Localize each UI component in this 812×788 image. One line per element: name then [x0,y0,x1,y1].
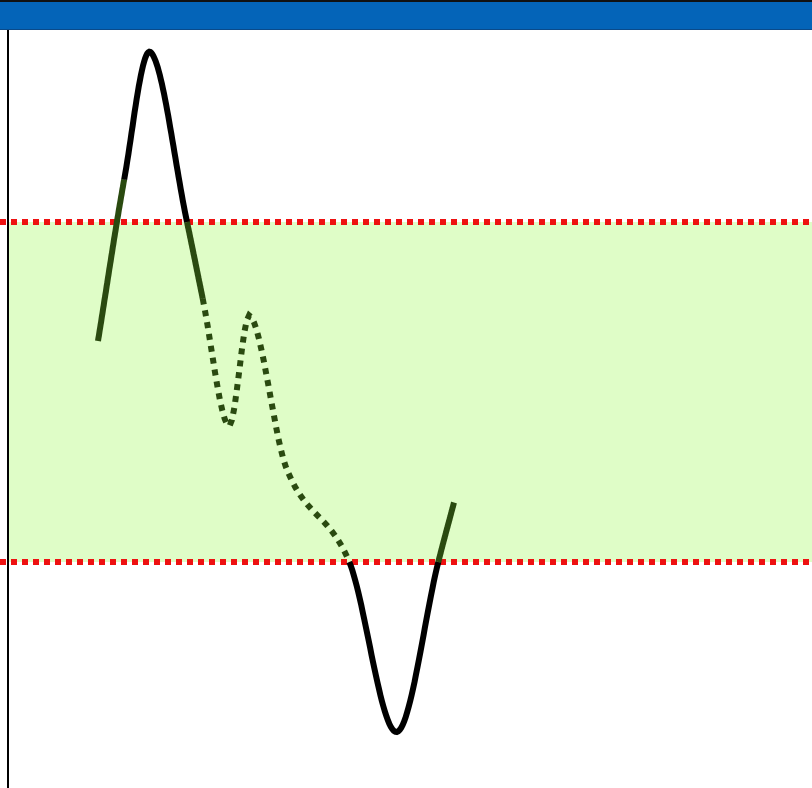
curve-segment-above-band-solid [121,48,190,223]
curve-segment-in-band-solid [95,178,128,342]
curve-segment-in-band-solid [184,221,206,300]
curve-segment-in-band-dotted [199,297,353,564]
curve-segment-below-band-solid [346,560,442,736]
header-bar [0,0,812,30]
tolerance-band [8,222,812,562]
curve-segment-in-band-solid [435,501,457,563]
signal-curve [95,48,457,736]
